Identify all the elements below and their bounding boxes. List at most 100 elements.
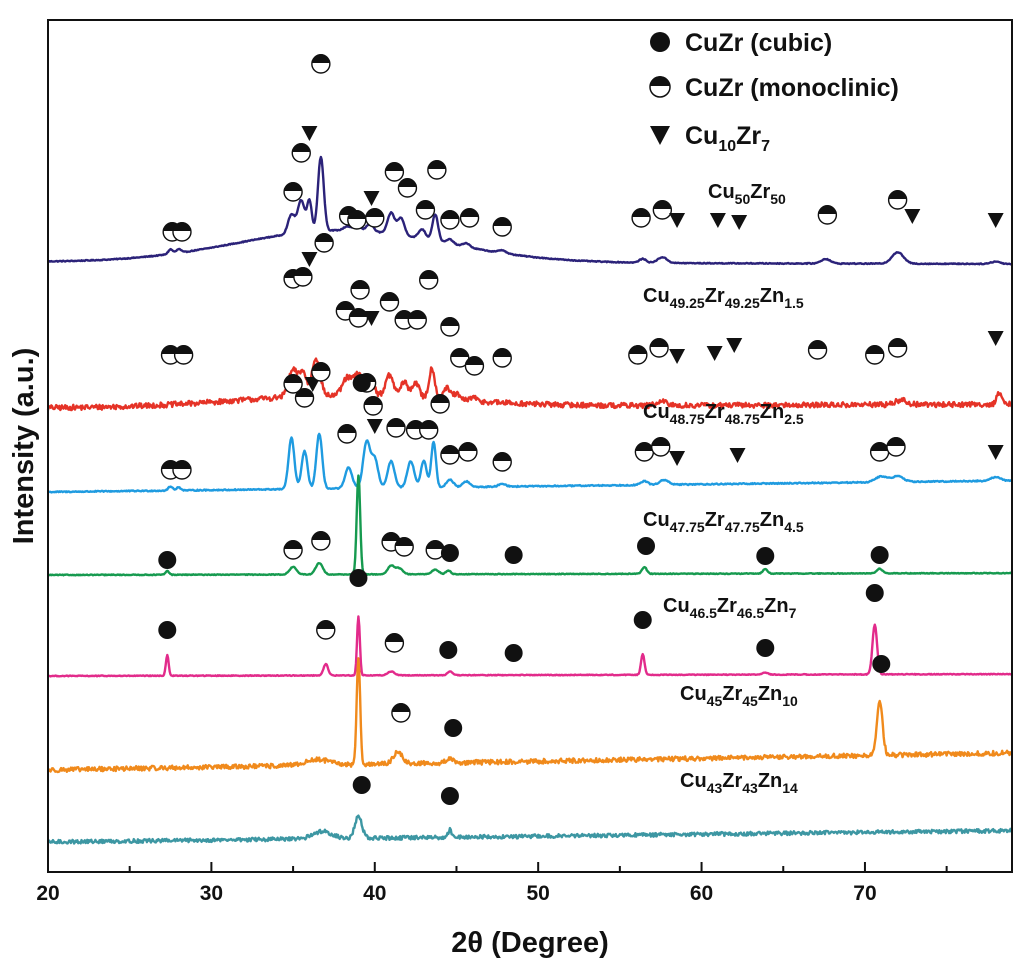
monoclinic-marker-1-14 xyxy=(440,317,460,337)
legend-marker-monoclinic xyxy=(649,76,671,98)
cu10zr7-marker-1-4 xyxy=(301,252,318,267)
series-line-0 xyxy=(47,155,1013,266)
monoclinic-marker-1-16 xyxy=(464,356,485,376)
monoclinic-marker-1-8 xyxy=(350,280,370,300)
series-label-1: Cu49.25Zr49.25Zn1.5 xyxy=(643,285,804,311)
monoclinic-marker-3-5 xyxy=(394,537,414,557)
monoclinic-marker-1-25 xyxy=(887,338,908,358)
cu10zr7-marker-0-8 xyxy=(363,191,380,206)
monoclinic-marker-2-22 xyxy=(886,437,906,457)
monoclinic-marker-2-12 xyxy=(418,420,439,440)
cu10zr7-marker-0-25 xyxy=(987,213,1004,228)
cubic-marker-4-6 xyxy=(633,611,652,629)
series-line-5 xyxy=(46,657,1013,774)
monoclinic-marker-2-3 xyxy=(294,388,315,408)
monoclinic-marker-1-15 xyxy=(450,348,470,368)
cubic-marker-5-2 xyxy=(872,655,891,673)
monoclinic-marker-3-6 xyxy=(425,540,445,560)
cubic-marker-4-5 xyxy=(504,644,523,662)
series-label-0: Cu50Zr50 xyxy=(708,181,786,207)
monoclinic-marker-0-14 xyxy=(440,210,460,230)
monoclinic-marker-0-15 xyxy=(459,208,480,228)
cu10zr7-marker-1-26 xyxy=(987,331,1004,346)
monoclinic-marker-1-10 xyxy=(379,292,400,312)
monoclinic-marker-1-24 xyxy=(865,345,885,365)
monoclinic-marker-1-1 xyxy=(173,345,194,365)
cubic-marker-3-9 xyxy=(637,537,656,555)
monoclinic-marker-1-13 xyxy=(418,270,439,290)
monoclinic-marker-1-23 xyxy=(807,340,828,360)
cubic-marker-4-0 xyxy=(158,621,177,639)
monoclinic-marker-2-5 xyxy=(311,362,331,382)
cubic-marker-4-8 xyxy=(865,584,884,602)
cubic-marker-3-10 xyxy=(756,547,775,565)
cu10zr7-marker-2-19 xyxy=(669,451,686,466)
cu10zr7-marker-1-22 xyxy=(726,338,743,353)
series-label-4: Cu46.5Zr46.5Zn7 xyxy=(663,595,797,621)
monoclinic-marker-1-7 xyxy=(348,308,369,328)
series-label-layer: Cu50Zr50 Cu49.25Zr49.25Zn1.5 Cu48.75Zr48.7… xyxy=(643,181,804,796)
monoclinic-marker-3-2 xyxy=(311,531,331,551)
monoclinic-marker-2-16 xyxy=(492,452,512,472)
legend: CuZr (cubic) CuZr (monoclinic) Cu10Zr7 xyxy=(649,29,899,155)
monoclinic-marker-0-17 xyxy=(631,208,651,228)
cubic-marker-4-7 xyxy=(756,639,775,657)
x-axis-label: 2θ (Degree) xyxy=(451,927,609,959)
x-ticks: 20 30 40 50 60 70 xyxy=(36,862,948,905)
monoclinic-marker-0-12 xyxy=(415,200,436,220)
series-line-1 xyxy=(46,357,1013,412)
monoclinic-marker-0-10 xyxy=(384,162,405,182)
monoclinic-marker-4-1 xyxy=(316,620,336,640)
monoclinic-marker-1-5 xyxy=(314,233,334,253)
series-line-4 xyxy=(47,615,1013,678)
series-label-2: Cu48.75Zr48.75Zn2.5 xyxy=(643,401,804,427)
monoclinic-marker-0-1 xyxy=(172,222,192,242)
legend-label-monoclinic: CuZr (monoclinic) xyxy=(685,74,899,102)
monoclinic-marker-2-14 xyxy=(440,445,460,465)
series-line-6 xyxy=(47,814,1014,845)
monoclinic-marker-2-1 xyxy=(172,460,192,480)
phase-marker-layer xyxy=(158,54,1004,805)
cu10zr7-marker-0-19 xyxy=(669,213,686,228)
cu10zr7-marker-0-4 xyxy=(301,126,318,141)
monoclinic-marker-0-16 xyxy=(492,217,512,237)
cubic-marker-5-1 xyxy=(444,719,463,737)
x-tick-label-20: 20 xyxy=(36,882,59,905)
cubic-marker-6-0 xyxy=(352,776,371,794)
monoclinic-marker-2-15 xyxy=(458,442,478,462)
cubic-marker-3-11 xyxy=(870,546,889,564)
x-tick-label-30: 30 xyxy=(200,882,223,905)
monoclinic-marker-2-13 xyxy=(430,394,450,414)
series-label-6: Cu43Zr43Zn14 xyxy=(680,770,798,796)
x-tick-label-60: 60 xyxy=(690,882,713,905)
monoclinic-marker-2-8 xyxy=(363,396,383,416)
cu10zr7-marker-0-20 xyxy=(709,213,726,228)
cu10zr7-marker-1-20 xyxy=(669,349,686,364)
monoclinic-marker-0-23 xyxy=(887,190,908,210)
monoclinic-marker-5-0 xyxy=(391,703,411,723)
x-tick-label-50: 50 xyxy=(526,882,549,905)
monoclinic-marker-1-3 xyxy=(293,267,313,287)
series-layer xyxy=(46,155,1014,845)
monoclinic-marker-2-18 xyxy=(651,437,671,457)
cubic-marker-4-4 xyxy=(439,641,458,659)
monoclinic-marker-0-18 xyxy=(652,200,673,220)
cubic-marker-6-1 xyxy=(440,787,459,805)
series-label-3: Cu47.75Zr47.75Zn4.5 xyxy=(643,509,804,535)
monoclinic-marker-0-7 xyxy=(347,210,367,230)
monoclinic-marker-1-12 xyxy=(407,310,427,330)
monoclinic-marker-2-2 xyxy=(283,374,303,394)
monoclinic-marker-0-2 xyxy=(283,182,303,202)
cubic-marker-3-3 xyxy=(352,374,371,392)
monoclinic-marker-0-13 xyxy=(427,160,447,180)
monoclinic-marker-3-1 xyxy=(283,540,303,560)
monoclinic-marker-4-3 xyxy=(384,633,405,653)
monoclinic-marker-1-18 xyxy=(628,345,648,365)
monoclinic-marker-0-5 xyxy=(311,54,331,74)
monoclinic-marker-1-19 xyxy=(649,338,669,358)
monoclinic-marker-2-6 xyxy=(337,424,357,444)
monoclinic-marker-0-22 xyxy=(817,205,838,225)
cu10zr7-marker-2-9 xyxy=(366,419,383,434)
cu10zr7-marker-0-24 xyxy=(904,209,921,224)
x-tick-label-40: 40 xyxy=(363,882,386,905)
